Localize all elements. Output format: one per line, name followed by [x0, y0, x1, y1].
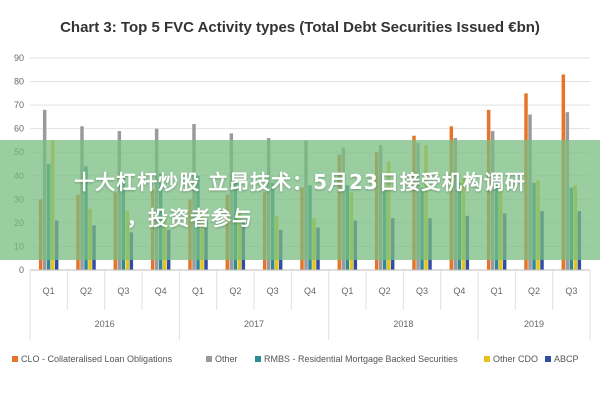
legend: CLO - Collateralised Loan Obligations Oth… [12, 354, 579, 364]
x-tick-label: Q2 [80, 286, 92, 296]
legend-swatch [206, 356, 212, 362]
x-tick-label: Q4 [304, 286, 316, 296]
x-tick-label: Q1 [43, 286, 55, 296]
x-tick-label: Q1 [491, 286, 503, 296]
x-tick-label: Q4 [155, 286, 167, 296]
y-tick-label: 60 [14, 124, 24, 134]
y-tick-label: 0 [19, 265, 24, 275]
legend-swatch [545, 356, 551, 362]
legend-label: RMBS - Residential Mortgage Backed Secur… [264, 354, 458, 364]
x-tick-label: Q1 [192, 286, 204, 296]
y-tick-label: 80 [14, 77, 24, 87]
x-tick-label: Q1 [341, 286, 353, 296]
x-tick-label: Q3 [117, 286, 129, 296]
year-label: 2019 [524, 319, 544, 329]
legend-label: CLO - Collateralised Loan Obligations [21, 354, 173, 364]
x-tick-label: Q2 [379, 286, 391, 296]
chart-title: Chart 3: Top 5 FVC Activity types (Total… [60, 19, 540, 36]
legend-label: Other [215, 354, 238, 364]
legend-swatch [12, 356, 18, 362]
legend-swatch [255, 356, 261, 362]
legend-label: ABCP [554, 354, 579, 364]
year-label: 2016 [95, 319, 115, 329]
x-tick-label: Q2 [229, 286, 241, 296]
y-tick-label: 90 [14, 53, 24, 63]
y-tick-label: 70 [14, 100, 24, 110]
x-tick-label: Q3 [565, 286, 577, 296]
overlay-banner: 十大杠杆炒股 立昂技术：5月23日接受机构调研 ，投资者参与 [0, 140, 600, 260]
year-label: 2017 [244, 319, 264, 329]
legend-label: Other CDO [493, 354, 538, 364]
overlay-text-line1: 十大杠杆炒股 立昂技术：5月23日接受机构调研 [74, 170, 526, 194]
legend-swatch [484, 356, 490, 362]
x-tick-label: Q3 [267, 286, 279, 296]
x-tick-label: Q2 [528, 286, 540, 296]
year-label: 2018 [393, 319, 413, 329]
x-tick-label: Q4 [453, 286, 465, 296]
overlay-text-line2: ，投资者参与 [127, 206, 253, 230]
x-tick-label: Q3 [416, 286, 428, 296]
